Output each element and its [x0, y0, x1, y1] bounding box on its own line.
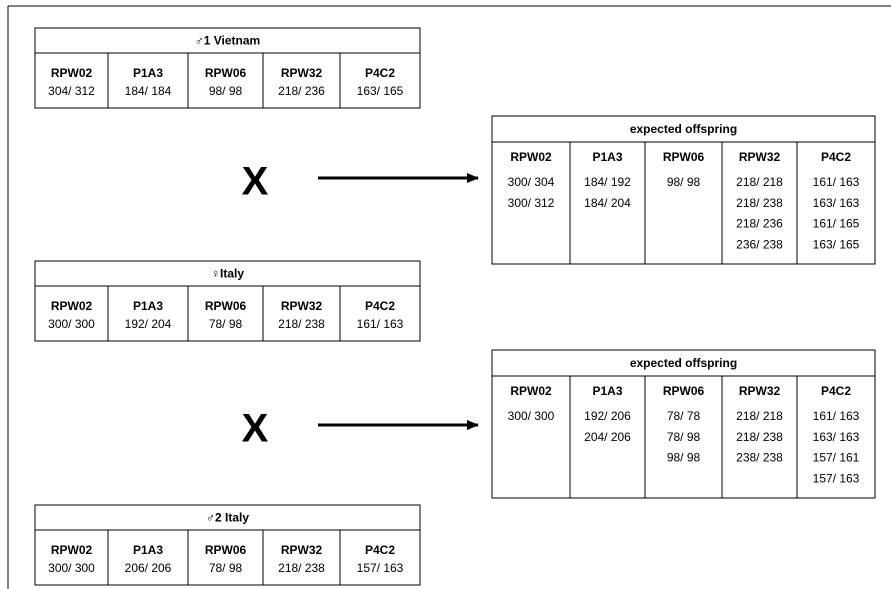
cell-value: 192/ 204 — [125, 317, 172, 331]
cell-value: 218/ 238 — [736, 430, 783, 444]
cell-value: 157/ 161 — [813, 451, 860, 465]
cell-value: 157/ 163 — [813, 471, 860, 485]
column-header: RPW06 — [205, 66, 247, 80]
cell-value: 161/ 163 — [813, 175, 860, 189]
column-header: RPW32 — [739, 150, 781, 164]
cell-value: 218/ 218 — [736, 409, 783, 423]
column-header: P4C2 — [821, 150, 851, 164]
cell-value: 98/ 98 — [209, 84, 243, 98]
table-border — [491, 349, 876, 499]
table-border — [34, 504, 421, 586]
column-header: P4C2 — [365, 299, 395, 313]
column-header: P4C2 — [365, 543, 395, 557]
column-header: RPW06 — [205, 299, 247, 313]
column-header: RPW32 — [281, 299, 323, 313]
cell-value: 300/ 312 — [508, 196, 555, 210]
cell-value: 161/ 163 — [357, 317, 404, 331]
cell-value: 161/ 165 — [813, 217, 860, 231]
cell-value: 300/ 300 — [508, 409, 555, 423]
cell-value: 300/ 300 — [48, 317, 95, 331]
cell-value: 163/ 163 — [813, 196, 860, 210]
cell-value: 184/ 204 — [584, 196, 631, 210]
table-title: expected offspring — [630, 356, 737, 370]
cell-value: 98/ 98 — [667, 451, 701, 465]
cell-value: 218/ 236 — [736, 217, 783, 231]
cell-value: 157/ 163 — [357, 561, 404, 575]
cell-value: 78/ 98 — [209, 317, 243, 331]
cell-value: 304/ 312 — [48, 84, 95, 98]
cell-value: 78/ 98 — [667, 430, 701, 444]
cell-value: 218/ 238 — [278, 561, 325, 575]
cell-value: 98/ 98 — [667, 175, 701, 189]
column-header: P1A3 — [133, 543, 163, 557]
cell-value: 218/ 238 — [278, 317, 325, 331]
cell-value: 163/ 165 — [813, 237, 860, 251]
cell-value: 236/ 238 — [736, 237, 783, 251]
cell-value: 218/ 236 — [278, 84, 325, 98]
cell-value: 78/ 98 — [209, 561, 243, 575]
column-header: RPW06 — [663, 384, 705, 398]
cell-value: 78/ 78 — [667, 409, 701, 423]
column-header: P1A3 — [592, 150, 622, 164]
column-header: RPW02 — [51, 299, 93, 313]
table-border — [34, 260, 421, 342]
table-title: ♀Italy — [211, 267, 244, 281]
cell-value: 218/ 238 — [736, 196, 783, 210]
cell-value: 161/ 163 — [813, 409, 860, 423]
column-header: P4C2 — [365, 66, 395, 80]
cell-value: 163/ 165 — [357, 84, 404, 98]
cell-value: 204/ 206 — [584, 430, 631, 444]
column-header: P4C2 — [821, 384, 851, 398]
column-header: RPW02 — [51, 543, 93, 557]
cross-symbol: X — [242, 160, 269, 204]
column-header: RPW32 — [281, 543, 323, 557]
column-header: RPW06 — [205, 543, 247, 557]
table-border — [491, 115, 876, 265]
column-header: P1A3 — [592, 384, 622, 398]
cell-value: 206/ 206 — [125, 561, 172, 575]
column-header: RPW32 — [739, 384, 781, 398]
cell-value: 184/ 192 — [584, 175, 631, 189]
table-title: ♂1 Vietnam — [195, 34, 260, 48]
cell-value: 192/ 206 — [584, 409, 631, 423]
cell-value: 163/ 163 — [813, 430, 860, 444]
column-header: RPW02 — [510, 150, 552, 164]
cell-value: 184/ 184 — [125, 84, 172, 98]
cross-symbol: X — [242, 407, 269, 451]
table-border — [34, 27, 421, 109]
cell-value: 300/ 304 — [508, 175, 555, 189]
table-title: expected offspring — [630, 122, 737, 136]
cell-value: 218/ 218 — [736, 175, 783, 189]
table-title: ♂2 Italy — [206, 511, 249, 525]
cell-value: 238/ 238 — [736, 451, 783, 465]
cell-value: 300/ 300 — [48, 561, 95, 575]
column-header: RPW02 — [510, 384, 552, 398]
column-header: P1A3 — [133, 299, 163, 313]
column-header: P1A3 — [133, 66, 163, 80]
column-header: RPW06 — [663, 150, 705, 164]
column-header: RPW02 — [51, 66, 93, 80]
column-header: RPW32 — [281, 66, 323, 80]
